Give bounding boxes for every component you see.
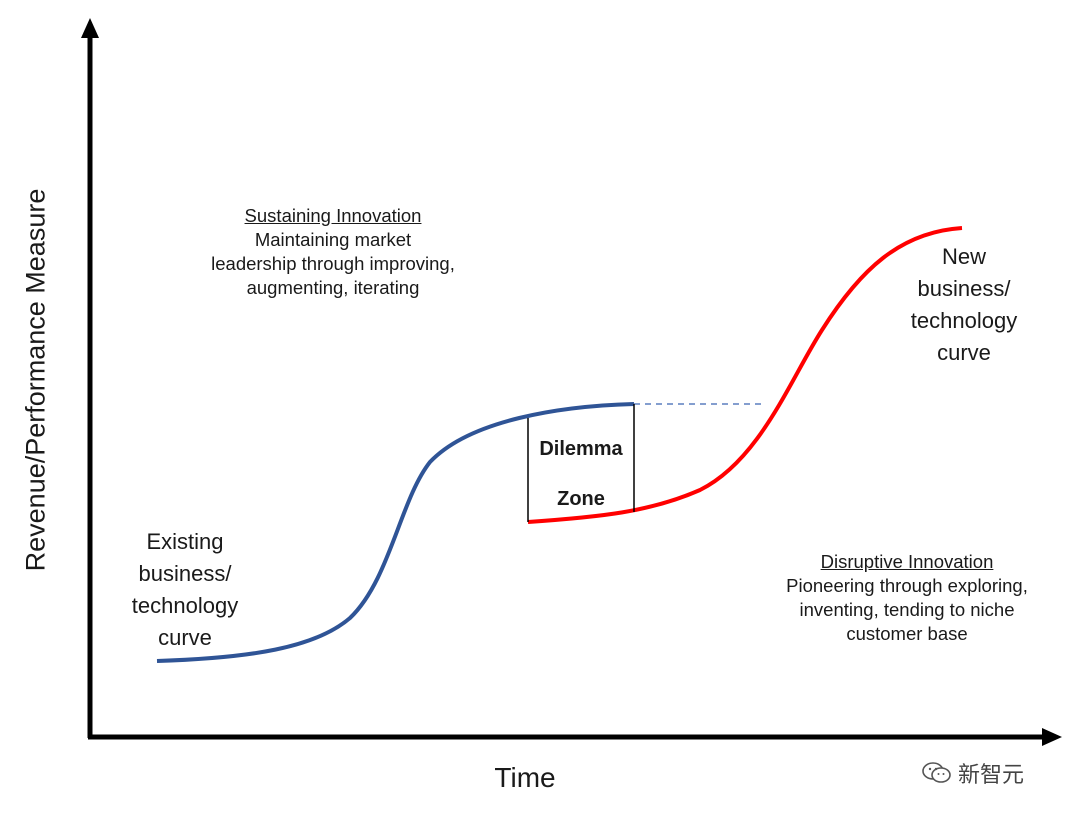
- y-axis-arrowhead: [81, 18, 99, 38]
- existing-label-line-1: Existing: [146, 529, 224, 554]
- existing-label-line-4: curve: [158, 624, 212, 650]
- new-label-line-3: technology: [910, 307, 1018, 333]
- existing-label-line-3: technology: [131, 592, 239, 618]
- x-axis-arrowhead: [1042, 728, 1062, 746]
- existing-curve: [156, 402, 635, 663]
- dilemma-zone-line-2: Zone: [557, 488, 605, 510]
- y-axis-label: Revenue/Performance Measure: [20, 188, 51, 572]
- new-curve: [527, 226, 963, 524]
- new-label-line-2: business/: [917, 275, 1011, 301]
- sustaining-innovation-note: Sustaining Innovation Maintaining market…: [183, 204, 483, 300]
- disruptive-innovation-title: Disruptive Innovation: [820, 551, 994, 572]
- sustaining-line-2: leadership through improving,: [211, 253, 455, 275]
- sustaining-line-1: Maintaining market: [254, 229, 412, 251]
- x-axis-label: Time: [494, 762, 556, 793]
- disruptive-innovation-note: Disruptive Innovation Pioneering through…: [747, 550, 1067, 646]
- new-curve-label: New business/ technology curve: [889, 241, 1039, 369]
- disruptive-line-2: inventing, tending to niche: [799, 599, 1015, 621]
- sustaining-innovation-title: Sustaining Innovation: [244, 205, 422, 226]
- new-label-line-1: New: [941, 244, 986, 269]
- disruptive-line-1: Pioneering through exploring,: [786, 575, 1028, 597]
- wechat-icon: [922, 762, 951, 783]
- watermark: 新智元: [922, 757, 1024, 789]
- dilemma-zone-label: Dilemma Zone: [528, 424, 634, 524]
- new-label-line-4: curve: [937, 339, 991, 365]
- dilemma-zone-line-1: Dilemma: [539, 438, 623, 460]
- watermark-text: 新智元: [958, 762, 1025, 787]
- existing-curve-label: Existing business/ technology curve: [110, 526, 260, 654]
- disruptive-line-3: customer base: [846, 623, 968, 645]
- sustaining-line-3: augmenting, iterating: [246, 277, 420, 299]
- existing-label-line-2: business/: [138, 560, 232, 586]
